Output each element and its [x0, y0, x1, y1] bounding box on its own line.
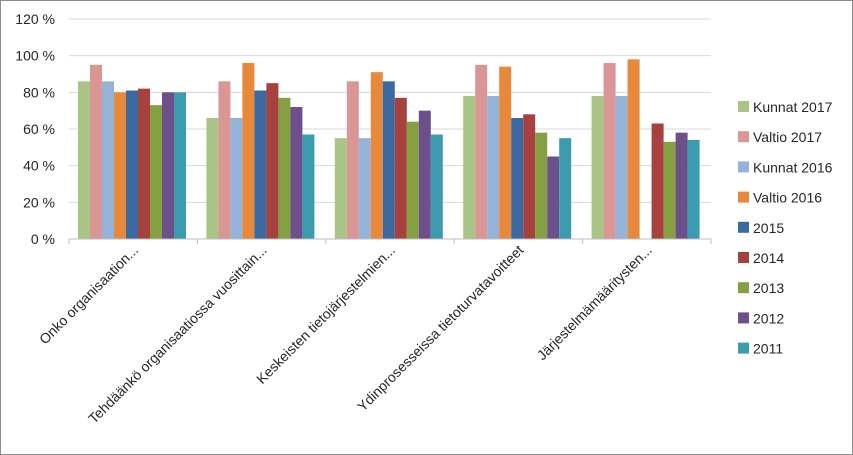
legend-label: 2014 [753, 250, 784, 266]
legend-swatch [738, 191, 749, 203]
legend-swatch [738, 161, 749, 173]
bar [162, 92, 174, 239]
bar [394, 97, 407, 239]
bar [675, 132, 688, 239]
legend-label: 2012 [753, 310, 784, 326]
bar [206, 118, 219, 239]
bar [150, 105, 162, 240]
bar [663, 141, 676, 239]
y-tick-label: 100 % [15, 48, 55, 64]
bar [430, 134, 443, 239]
bar [78, 81, 90, 239]
bar [499, 66, 512, 240]
bar [242, 63, 255, 239]
bar [358, 138, 371, 239]
legend-swatch [738, 252, 749, 263]
bar [406, 121, 419, 239]
bar [615, 96, 628, 239]
legend-label: Kunnat 2016 [753, 159, 833, 175]
bar [138, 88, 150, 240]
bar [114, 92, 126, 239]
bar [535, 132, 548, 239]
y-tick-label: 20 % [23, 194, 55, 210]
legend-label: 2013 [753, 280, 784, 296]
bar [346, 81, 359, 239]
bar [559, 138, 572, 239]
bar [547, 156, 560, 239]
x-category-label: Onko organisaation... [36, 242, 141, 347]
legend-swatch [738, 221, 749, 233]
bar [266, 83, 279, 240]
bar [334, 138, 347, 239]
bar [418, 110, 431, 240]
bar [511, 118, 524, 239]
y-tick-label: 60 % [23, 121, 55, 137]
bars [78, 59, 700, 240]
y-tick-label: 40 % [23, 158, 55, 174]
bar [687, 140, 700, 239]
bar [290, 107, 303, 239]
bar [102, 81, 114, 239]
bar [90, 64, 102, 239]
legend-label: Kunnat 2017 [753, 99, 833, 115]
bar [254, 90, 267, 239]
legend: Kunnat 2017 Valtio 2017 Kunnat 2016 Valtio … [738, 99, 833, 357]
x-category-label: Järjestelmämääritysten... [534, 242, 655, 363]
bar [487, 96, 500, 239]
x-category-label: Keskeisten tietojärjestelmien... [253, 242, 398, 387]
y-tick-label: 120 % [15, 11, 55, 27]
bar [603, 63, 616, 239]
bar [126, 90, 138, 239]
bar [370, 72, 383, 240]
legend-label: 2015 [753, 220, 784, 236]
bar [382, 81, 395, 239]
bar [302, 134, 315, 239]
legend-label: 2011 [753, 341, 783, 357]
legend-swatch [738, 282, 749, 294]
bar [523, 114, 536, 239]
bar [475, 64, 488, 239]
y-axis-ticks: 0 % 20 % 40 % 60 % 80 % 100 % 120 % [15, 11, 55, 247]
x-axis-categories: Onko organisaation...Tehdäänkö organisaa… [36, 242, 655, 427]
y-tick-label: 80 % [23, 84, 55, 100]
legend-label: Valtio 2017 [753, 129, 822, 145]
bar [463, 96, 476, 239]
legend-swatch [738, 101, 749, 112]
x-axis [68, 238, 712, 244]
legend-swatch [738, 131, 749, 143]
legend-swatch [738, 342, 749, 354]
bar [627, 59, 640, 240]
bar [278, 97, 291, 239]
bar [218, 81, 231, 239]
y-tick-label: 0 % [31, 231, 55, 247]
bar [651, 123, 664, 239]
legend-swatch [738, 312, 749, 324]
bar [230, 118, 243, 239]
bar [591, 96, 604, 239]
legend-label: Valtio 2016 [753, 190, 822, 206]
bar [174, 92, 186, 239]
